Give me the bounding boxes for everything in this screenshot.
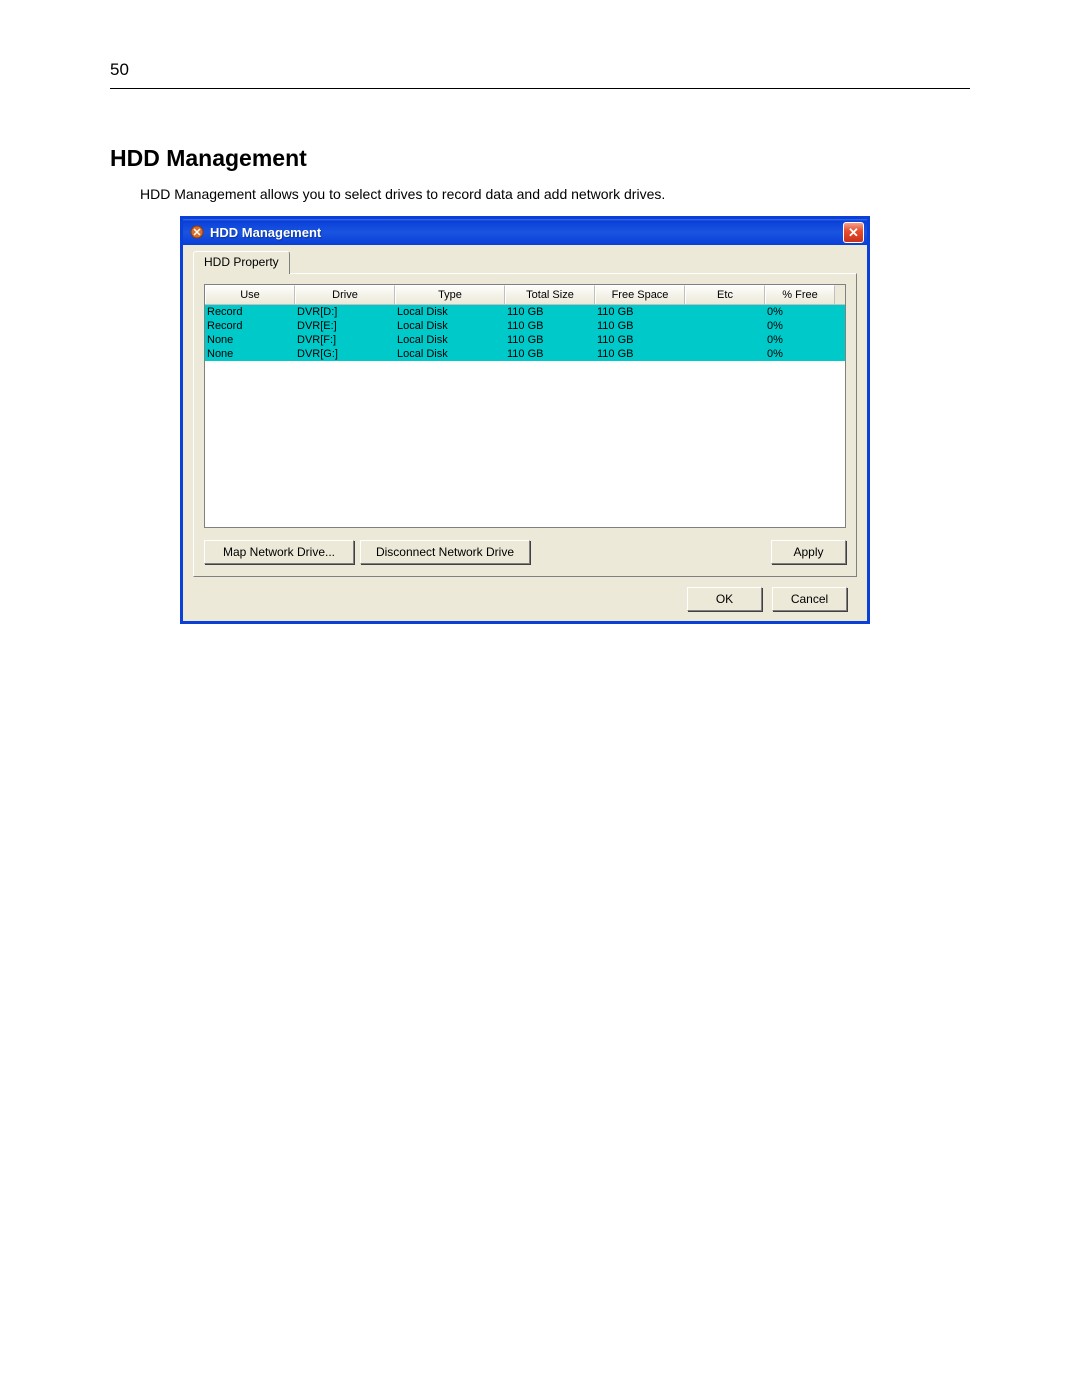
spacer — [536, 540, 765, 564]
col-use[interactable]: Use — [205, 285, 295, 304]
table-row[interactable]: RecordDVR[D:]Local Disk110 GB110 GB0% — [205, 305, 845, 319]
cell-drive: DVR[F:] — [295, 333, 395, 347]
map-network-drive-button[interactable]: Map Network Drive... — [204, 540, 354, 564]
cell-type: Local Disk — [395, 333, 505, 347]
titlebar[interactable]: HDD Management ✕ — [183, 219, 867, 245]
panel-button-row: Map Network Drive... Disconnect Network … — [204, 540, 846, 564]
cell-drive: DVR[G:] — [295, 347, 395, 361]
cell-etc — [685, 319, 765, 333]
cell-free: 110 GB — [595, 347, 685, 361]
dialog-title: HDD Management — [210, 225, 843, 240]
apply-button[interactable]: Apply — [771, 540, 846, 564]
cell-use: None — [205, 333, 295, 347]
cell-free: 110 GB — [595, 319, 685, 333]
drive-table: Use Drive Type Total Size Free Space Etc… — [204, 284, 846, 528]
table-row[interactable]: NoneDVR[G:]Local Disk110 GB110 GB0% — [205, 347, 845, 361]
tab-panel: Use Drive Type Total Size Free Space Etc… — [193, 273, 857, 577]
cell-type: Local Disk — [395, 347, 505, 361]
app-icon — [189, 224, 205, 240]
cell-use: None — [205, 347, 295, 361]
cell-pfree: 0% — [765, 347, 835, 361]
section-title: HDD Management — [110, 145, 970, 172]
tab-hdd-property[interactable]: HDD Property — [193, 251, 290, 274]
cancel-button[interactable]: Cancel — [772, 587, 847, 611]
cell-total: 110 GB — [505, 347, 595, 361]
cell-type: Local Disk — [395, 319, 505, 333]
col-pfree[interactable]: % Free — [765, 285, 835, 304]
col-total[interactable]: Total Size — [505, 285, 595, 304]
cell-drive: DVR[D:] — [295, 305, 395, 319]
cell-pfree: 0% — [765, 305, 835, 319]
col-etc[interactable]: Etc — [685, 285, 765, 304]
table-row[interactable]: RecordDVR[E:]Local Disk110 GB110 GB0% — [205, 319, 845, 333]
close-button[interactable]: ✕ — [843, 222, 864, 243]
col-drive[interactable]: Drive — [295, 285, 395, 304]
page-rule — [110, 88, 970, 89]
ok-button[interactable]: OK — [687, 587, 762, 611]
table-body: RecordDVR[D:]Local Disk110 GB110 GB0%Rec… — [205, 305, 845, 527]
tab-row: HDD Property — [193, 251, 857, 274]
cell-pfree: 0% — [765, 319, 835, 333]
cell-etc — [685, 347, 765, 361]
section-description: HDD Management allows you to select driv… — [140, 186, 970, 202]
cell-total: 110 GB — [505, 319, 595, 333]
cell-total: 110 GB — [505, 333, 595, 347]
close-icon: ✕ — [848, 226, 859, 239]
dialog-footer: OK Cancel — [193, 577, 857, 611]
col-type[interactable]: Type — [395, 285, 505, 304]
page-number: 50 — [110, 60, 970, 80]
disconnect-network-drive-button[interactable]: Disconnect Network Drive — [360, 540, 530, 564]
cell-free: 110 GB — [595, 305, 685, 319]
cell-drive: DVR[E:] — [295, 319, 395, 333]
hdd-management-dialog: HDD Management ✕ HDD Property Use Drive … — [180, 216, 870, 624]
cell-pfree: 0% — [765, 333, 835, 347]
cell-use: Record — [205, 319, 295, 333]
cell-type: Local Disk — [395, 305, 505, 319]
cell-free: 110 GB — [595, 333, 685, 347]
table-header: Use Drive Type Total Size Free Space Etc… — [205, 285, 845, 305]
col-free[interactable]: Free Space — [595, 285, 685, 304]
cell-total: 110 GB — [505, 305, 595, 319]
table-row[interactable]: NoneDVR[F:]Local Disk110 GB110 GB0% — [205, 333, 845, 347]
cell-etc — [685, 333, 765, 347]
dialog-body: HDD Property Use Drive Type Total Size F… — [183, 245, 867, 621]
cell-use: Record — [205, 305, 295, 319]
cell-etc — [685, 305, 765, 319]
